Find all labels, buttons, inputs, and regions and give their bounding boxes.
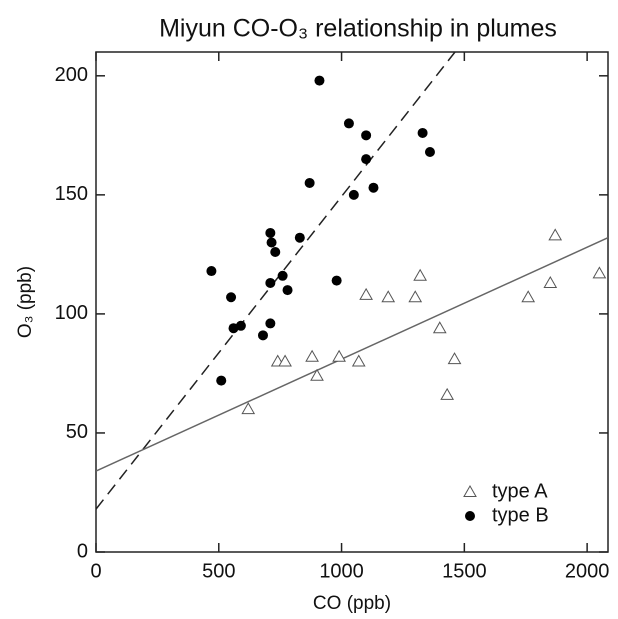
point — [332, 349, 346, 362]
legend-label: type A — [492, 480, 548, 502]
point — [368, 182, 379, 193]
point — [361, 130, 372, 141]
point — [278, 354, 292, 367]
point — [521, 290, 536, 303]
point — [351, 354, 366, 367]
point — [447, 352, 462, 365]
point — [241, 402, 256, 415]
x-tick-label: 1500 — [442, 560, 487, 582]
point — [548, 228, 563, 241]
point — [282, 285, 293, 296]
x-tick-label: 0 — [90, 560, 101, 582]
point — [257, 330, 268, 341]
point — [226, 292, 237, 303]
fit-line — [96, 52, 456, 510]
point — [343, 118, 354, 129]
point — [310, 368, 324, 381]
point — [294, 232, 305, 243]
point — [381, 290, 396, 303]
y-tick-label: 200 — [55, 64, 88, 86]
x-tick-label: 500 — [202, 560, 235, 582]
y-tick-label: 0 — [77, 540, 88, 562]
point — [543, 275, 558, 288]
point — [413, 268, 428, 281]
point — [216, 375, 227, 386]
point — [359, 287, 373, 300]
x-tick-label: 2000 — [565, 560, 610, 582]
point — [331, 275, 342, 286]
point — [305, 349, 319, 362]
y-tick-label: 150 — [55, 183, 88, 205]
legend-marker — [465, 511, 475, 521]
fit-line — [96, 237, 608, 472]
point — [440, 387, 455, 400]
point — [265, 277, 276, 288]
x-tick-label: 1000 — [319, 560, 364, 582]
point — [206, 266, 217, 277]
chart-title: Miyun CO-O₃ relationship in plumes — [159, 15, 557, 43]
point — [270, 247, 281, 257]
plot-frame — [95, 51, 609, 553]
x-axis-label: CO (ppb) — [313, 593, 391, 614]
point — [417, 127, 428, 138]
point — [266, 237, 277, 248]
point — [348, 189, 359, 200]
point — [592, 266, 607, 279]
y-tick-label: 100 — [55, 302, 88, 324]
point — [432, 321, 447, 334]
point — [304, 177, 315, 188]
point — [265, 318, 276, 329]
point — [361, 154, 372, 165]
point — [314, 75, 325, 86]
point — [424, 147, 435, 157]
point — [408, 290, 423, 303]
y-tick-label: 50 — [66, 421, 88, 443]
point — [277, 270, 288, 281]
legend-marker — [463, 484, 477, 497]
y-axis-label: O₃ (ppb) — [15, 266, 36, 338]
legend-label: type B — [492, 504, 549, 526]
point — [235, 320, 246, 331]
point — [265, 227, 276, 238]
